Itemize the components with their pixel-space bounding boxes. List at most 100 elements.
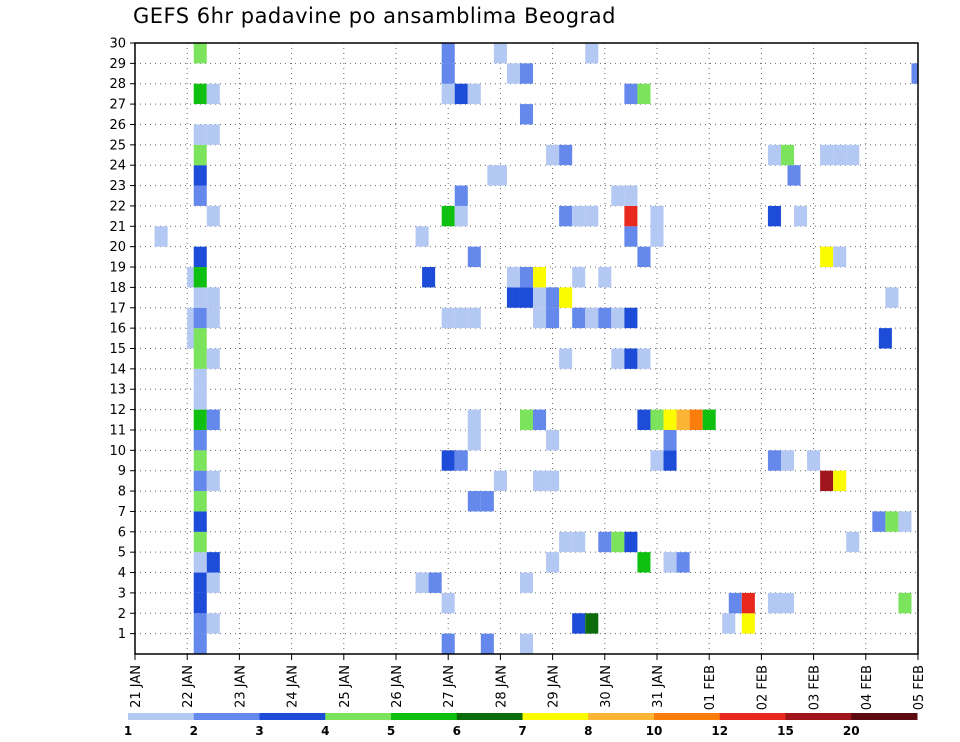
heatmap-cell	[533, 307, 547, 329]
heatmap-cell	[572, 613, 586, 634]
heatmap-cell	[193, 613, 207, 634]
heatmap-cell	[206, 205, 220, 227]
x-tick-label: 26 JAN	[390, 665, 405, 708]
y-tick-label: 19	[109, 261, 126, 276]
heatmap-cell	[898, 592, 912, 614]
heatmap-cell	[787, 165, 801, 186]
heatmap-cell	[546, 552, 560, 573]
heatmap-cell	[467, 409, 481, 430]
heatmap-cell	[193, 348, 207, 369]
heatmap-cell	[519, 267, 534, 288]
y-tick-label: 16	[109, 322, 126, 337]
heatmap-cell	[193, 389, 207, 410]
heatmap-cell	[193, 592, 207, 614]
legend-color-swatch	[785, 713, 852, 720]
y-tick-label: 7	[118, 505, 126, 520]
legend-label: 10	[646, 724, 663, 738]
heatmap-cell	[454, 307, 468, 329]
heatmap-cell	[663, 429, 677, 451]
y-tick-label: 18	[109, 281, 126, 296]
y-tick-label: 6	[118, 525, 126, 540]
heatmap-cell	[519, 633, 534, 654]
heatmap-cell	[820, 470, 834, 492]
legend-label: 8	[584, 724, 592, 738]
x-tick-label: 24 JAN	[286, 665, 301, 708]
heatmap-cell	[467, 429, 481, 451]
heatmap-cell	[650, 409, 664, 430]
legend-color-swatch	[391, 713, 458, 720]
heatmap-cell	[206, 83, 220, 105]
heatmap-cell	[493, 165, 507, 186]
heatmap-cell	[885, 287, 899, 308]
heatmap-cell	[467, 491, 481, 512]
legend-color-swatch	[522, 713, 589, 720]
y-tick-label: 24	[109, 159, 126, 174]
heatmap-cell	[572, 267, 586, 288]
legend-label: 5	[387, 724, 395, 738]
x-tick-label: 28 JAN	[494, 665, 509, 708]
heatmap-cell	[911, 63, 918, 84]
heatmap-cell	[193, 429, 207, 451]
y-tick-label: 8	[118, 485, 126, 500]
y-tick-label: 13	[109, 383, 126, 398]
heatmap-cell	[193, 511, 207, 532]
heatmap-cell	[663, 409, 677, 430]
heatmap-cell	[650, 205, 664, 227]
heatmap-cell	[454, 450, 468, 471]
legend-color-swatch	[193, 713, 260, 720]
y-tick-label: 9	[118, 464, 126, 479]
heatmap-cell	[506, 287, 520, 308]
heatmap-cell	[493, 43, 507, 64]
heatmap-cell	[441, 205, 455, 227]
x-tick-label: 25 JAN	[338, 665, 353, 708]
heatmap-cell	[206, 348, 220, 369]
heatmap-cell	[572, 531, 586, 553]
y-tick-label: 29	[109, 57, 126, 72]
heatmap-cell	[780, 592, 795, 614]
heatmap-cell	[441, 592, 455, 614]
y-tick-label: 1	[118, 627, 126, 642]
heatmap-cell	[519, 104, 534, 125]
y-tick-label: 12	[109, 403, 126, 418]
heatmap-cell	[767, 450, 781, 471]
legend-label: 1	[124, 724, 132, 738]
heatmap-cell	[193, 633, 207, 654]
heatmap-cell	[533, 470, 547, 492]
heatmap-cell	[611, 307, 625, 329]
y-tick-label: 2	[118, 607, 126, 622]
y-tick-label: 17	[109, 301, 126, 316]
y-tick-label: 14	[109, 362, 126, 377]
heatmap-cell	[663, 552, 677, 573]
heatmap-cell	[441, 633, 455, 654]
heatmap-cell	[415, 572, 429, 593]
y-tick-label: 11	[109, 423, 126, 438]
x-tick-label: 23 JAN	[233, 665, 248, 708]
heatmap-cell	[193, 491, 207, 512]
y-tick-label: 3	[118, 586, 126, 601]
heatmap-cell	[663, 450, 677, 471]
heatmap-cell	[193, 124, 207, 145]
heatmap-cell	[820, 144, 834, 166]
heatmap-cell	[780, 144, 795, 166]
heatmap-cell	[193, 267, 207, 288]
heatmap-cell	[519, 63, 534, 84]
heatmap-cell	[611, 531, 625, 553]
heatmap-cell	[767, 205, 781, 227]
heatmap-cell	[637, 409, 651, 430]
heatmap-cell	[493, 470, 507, 492]
x-tick-label: 01 FEB	[703, 665, 718, 710]
heatmap-cell	[206, 287, 220, 308]
heatmap-cell	[585, 205, 599, 227]
y-tick-label: 30	[109, 37, 126, 52]
heatmap-cell	[585, 307, 599, 329]
heatmap-cell	[872, 511, 886, 532]
heatmap-cell	[467, 307, 481, 329]
heatmap-cell	[624, 185, 638, 206]
heatmap-cell	[702, 409, 716, 430]
heatmap-cell	[193, 144, 207, 166]
heatmap-cell	[637, 348, 651, 369]
y-tick-label: 5	[118, 546, 126, 561]
y-tick-label: 4	[118, 566, 126, 581]
heatmap-cell	[454, 83, 468, 105]
